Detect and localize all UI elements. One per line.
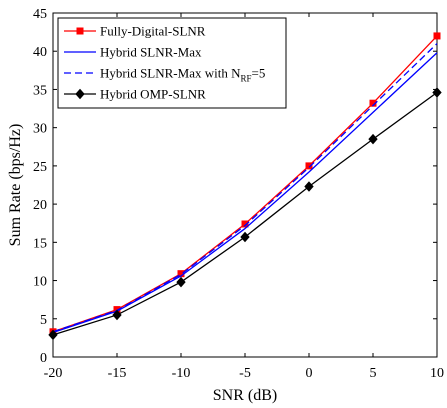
data-point bbox=[176, 276, 186, 288]
legend-marker bbox=[76, 27, 84, 35]
legend-label: Hybrid SLNR-Max with NRF=5 bbox=[100, 66, 265, 84]
legend-label: Fully-Digital-SLNR bbox=[100, 24, 206, 39]
y-tick-label: 40 bbox=[33, 45, 47, 60]
data-point bbox=[112, 309, 122, 321]
y-tick-label: 45 bbox=[33, 7, 47, 22]
legend-label: Hybrid SLNR-Max bbox=[100, 45, 202, 60]
axis-ticks: -20 -15 -10 -5 0 5 10 0 5 10 15 20 25 30 35 40 45 bbox=[33, 7, 444, 381]
legend-entry: Fully-Digital-SLNR bbox=[64, 24, 206, 39]
legend-marker bbox=[75, 88, 85, 100]
data-point bbox=[368, 133, 378, 145]
data-point bbox=[305, 162, 313, 170]
x-axis-title: SNR (dB) bbox=[213, 387, 277, 404]
legend-entry: Hybrid SLNR-Max bbox=[64, 45, 202, 60]
data-point bbox=[432, 87, 442, 98]
legend: Fully-Digital-SLNR Hybrid SLNR-Max Hybrid … bbox=[57, 17, 287, 109]
data-point bbox=[240, 231, 250, 243]
legend-box bbox=[57, 17, 287, 109]
series-4 bbox=[48, 87, 442, 341]
legend-entry: Hybrid SLNR-Max with NRF=5 bbox=[64, 66, 265, 84]
y-axis-title: Sum Rate (bps/Hz) bbox=[7, 124, 24, 247]
data-point bbox=[433, 32, 441, 40]
x-tick-label: 0 bbox=[306, 366, 313, 381]
x-tick-label: -5 bbox=[239, 366, 251, 381]
data-point bbox=[304, 181, 314, 192]
data-point bbox=[241, 220, 249, 228]
y-tick-label: 30 bbox=[33, 122, 47, 137]
legend-entry: Hybrid OMP-SLNR bbox=[64, 87, 206, 102]
y-tick-label: 35 bbox=[33, 83, 47, 98]
x-tick-label: -10 bbox=[172, 366, 191, 381]
x-tick-label: 5 bbox=[370, 366, 377, 381]
y-tick-label: 5 bbox=[40, 313, 47, 328]
series-layer bbox=[48, 32, 442, 341]
y-tick-label: 10 bbox=[33, 275, 47, 290]
legend-label: Hybrid OMP-SLNR bbox=[100, 87, 206, 102]
x-tick-label: -20 bbox=[44, 366, 63, 381]
data-point bbox=[48, 329, 58, 341]
y-tick-label: 25 bbox=[33, 160, 47, 175]
y-tick-label: 0 bbox=[40, 351, 47, 366]
y-tick-label: 15 bbox=[33, 236, 47, 251]
x-tick-label: -15 bbox=[108, 366, 127, 381]
y-tick-label: 20 bbox=[33, 198, 47, 213]
x-tick-label: 10 bbox=[430, 366, 444, 381]
